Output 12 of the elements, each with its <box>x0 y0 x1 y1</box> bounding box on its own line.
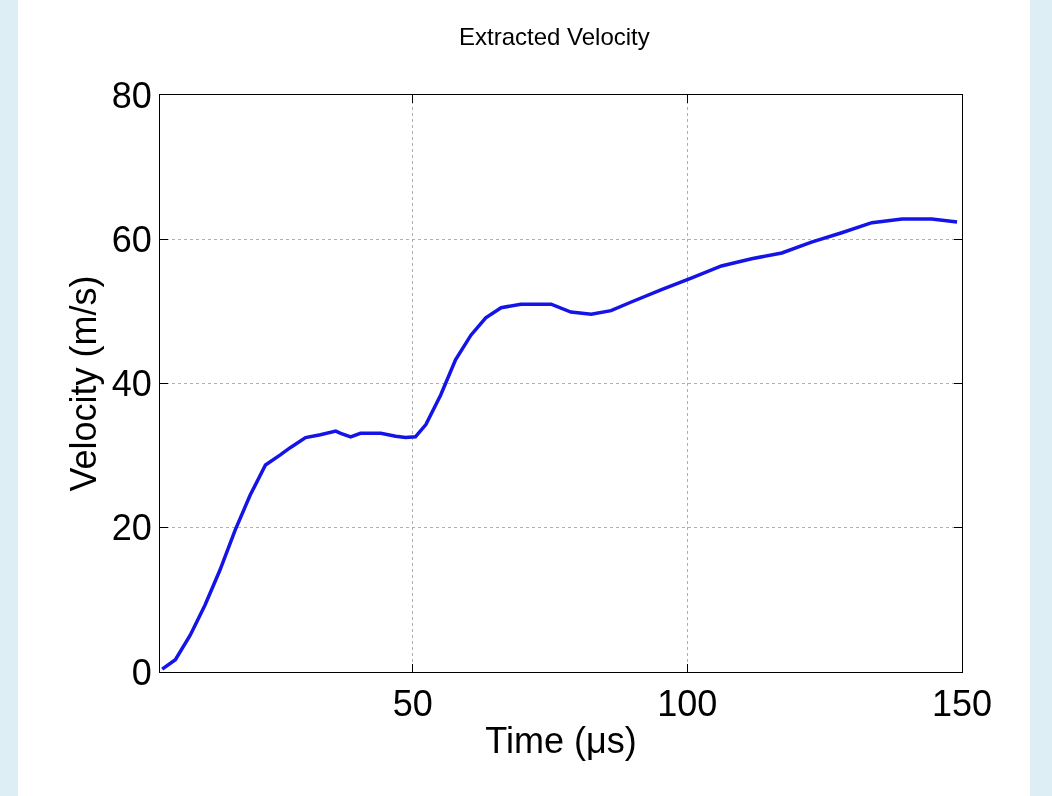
x-tick-label: 100 <box>657 683 718 725</box>
y-axis-title: Velocity (m/s) <box>62 275 104 492</box>
y-tick-label: 80 <box>111 74 152 116</box>
line-series <box>160 217 959 671</box>
x-tick-label: 50 <box>392 683 433 725</box>
y-tick-label: 20 <box>111 507 152 549</box>
y-tick-label: 0 <box>131 651 152 693</box>
x-tick-label: 150 <box>931 683 993 725</box>
y-tick-label: 60 <box>111 218 152 260</box>
y-tick-label: 40 <box>111 363 152 405</box>
chart-title: Extracted Velocity <box>458 22 650 50</box>
x-axis-title: Time (μs) <box>485 719 637 761</box>
